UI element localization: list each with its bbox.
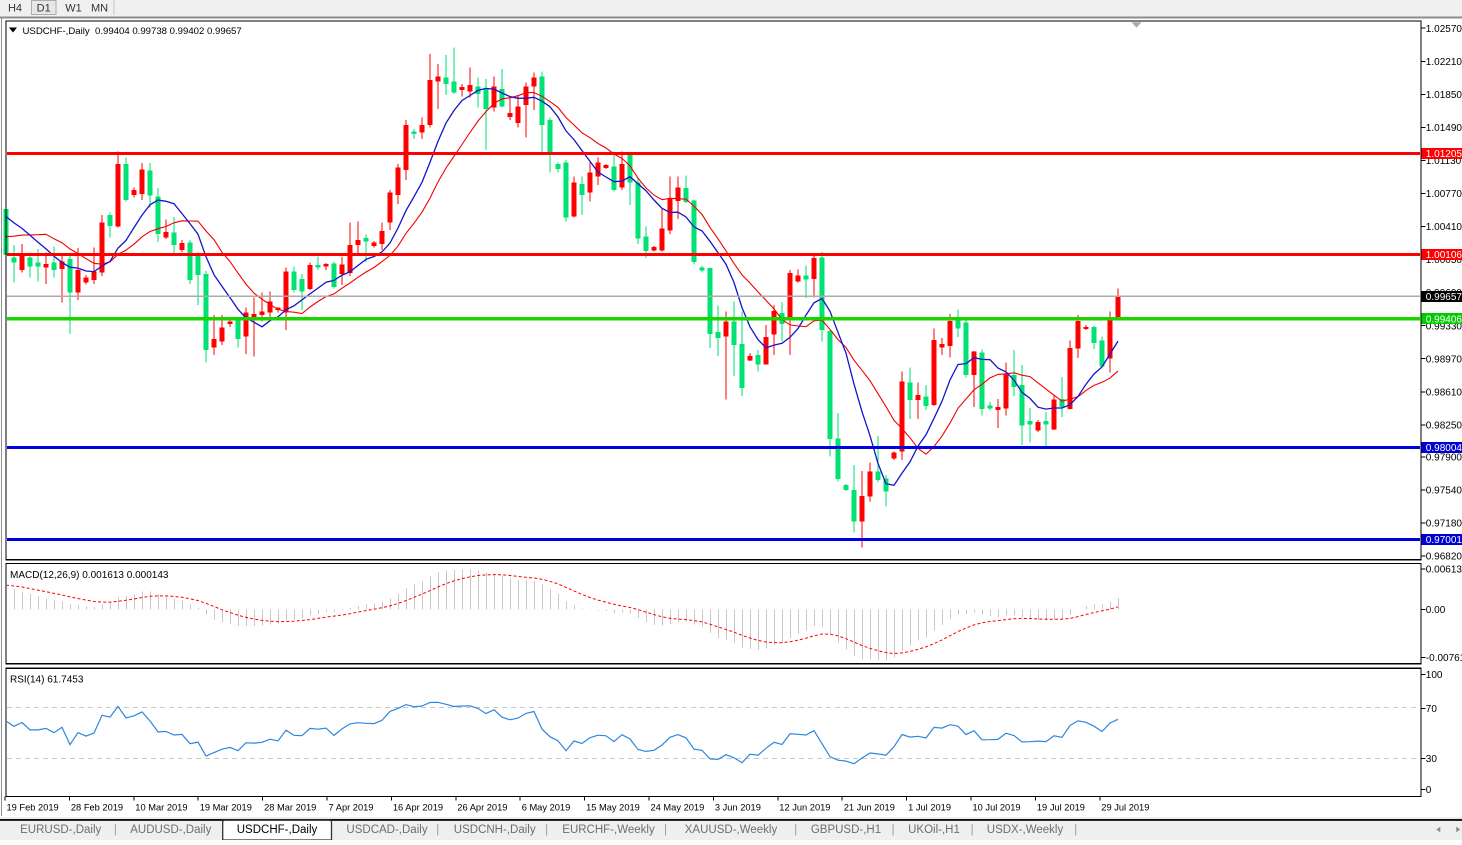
svg-text:29 Jul 2019: 29 Jul 2019 (1101, 803, 1149, 813)
svg-text:|: | (971, 824, 974, 836)
svg-text:USDCHF-,Daily 0.99404 0.99738: USDCHF-,Daily 0.99404 0.99738 0.99402 0.… (23, 26, 242, 37)
svg-text:1 Jul 2019: 1 Jul 2019 (908, 803, 951, 813)
svg-text:26 Apr 2019: 26 Apr 2019 (457, 803, 507, 813)
svg-text:7 Apr 2019: 7 Apr 2019 (329, 803, 374, 813)
svg-text:MN: MN (91, 3, 108, 15)
svg-text:XAUUSD-,Weekly: XAUUSD-,Weekly (685, 824, 778, 836)
svg-text:1.00106: 1.00106 (1426, 250, 1462, 261)
svg-text:3 Jun 2019: 3 Jun 2019 (715, 803, 761, 813)
svg-text:19 Feb 2019: 19 Feb 2019 (7, 803, 59, 813)
svg-text:-0.00761: -0.00761 (1426, 653, 1462, 664)
svg-text:USDX-,Weekly: USDX-,Weekly (987, 824, 1064, 836)
svg-text:0.00: 0.00 (1426, 605, 1446, 616)
svg-text:0.00613: 0.00613 (1426, 565, 1462, 576)
svg-text:GBPUSD-,H1: GBPUSD-,H1 (811, 824, 881, 836)
svg-text:USDCHF-,Daily: USDCHF-,Daily (237, 824, 318, 836)
svg-text:100: 100 (1426, 670, 1443, 681)
svg-text:H4: H4 (8, 3, 22, 15)
svg-text:0: 0 (1426, 785, 1432, 796)
svg-text:12 Jun 2019: 12 Jun 2019 (779, 803, 830, 813)
svg-text:15 May 2019: 15 May 2019 (586, 803, 640, 813)
svg-text:28 Feb 2019: 28 Feb 2019 (71, 803, 123, 813)
svg-text:AUDUSD-,Daily: AUDUSD-,Daily (130, 824, 211, 836)
svg-text:0.99657: 0.99657 (1426, 292, 1462, 303)
svg-text:0.99406: 0.99406 (1426, 314, 1462, 325)
svg-text:|: | (794, 824, 797, 836)
svg-text:|: | (545, 824, 548, 836)
svg-text:EURUSD-,Daily: EURUSD-,Daily (20, 824, 101, 836)
svg-text:D1: D1 (37, 3, 51, 15)
svg-text:1.02570: 1.02570 (1426, 24, 1462, 35)
svg-text:EURCHF-,Weekly: EURCHF-,Weekly (562, 824, 655, 836)
svg-text:24 May 2019: 24 May 2019 (651, 803, 705, 813)
svg-text:|: | (892, 824, 895, 836)
svg-text:16 Apr 2019: 16 Apr 2019 (393, 803, 443, 813)
svg-text:1.00410: 1.00410 (1426, 222, 1462, 233)
svg-text:|: | (436, 824, 439, 836)
svg-text:W1: W1 (65, 3, 82, 15)
svg-text:0.97001: 0.97001 (1426, 535, 1462, 546)
svg-text:MACD(12,26,9) 0.001613 0.00014: MACD(12,26,9) 0.001613 0.000143 (10, 570, 169, 581)
svg-text:UKOil-,H1: UKOil-,H1 (908, 824, 960, 836)
svg-text:USDCAD-,Daily: USDCAD-,Daily (346, 824, 427, 836)
svg-text:0.98610: 0.98610 (1426, 387, 1462, 398)
svg-text:0.96820: 0.96820 (1426, 552, 1462, 563)
svg-text:28 Mar 2019: 28 Mar 2019 (264, 803, 316, 813)
svg-text:1.01490: 1.01490 (1426, 123, 1462, 134)
svg-text:1.01850: 1.01850 (1426, 90, 1462, 101)
svg-text:0.98970: 0.98970 (1426, 354, 1462, 365)
svg-text:10 Jul 2019: 10 Jul 2019 (973, 803, 1021, 813)
svg-text:1.01205: 1.01205 (1426, 149, 1462, 160)
svg-text:|: | (1074, 824, 1077, 836)
svg-text:1.00770: 1.00770 (1426, 189, 1462, 200)
svg-text:|: | (114, 824, 117, 836)
svg-text:6 May 2019: 6 May 2019 (522, 803, 571, 813)
svg-text:0.98004: 0.98004 (1426, 443, 1462, 454)
svg-text:RSI(14) 61.7453: RSI(14) 61.7453 (10, 675, 84, 686)
svg-text:30: 30 (1426, 754, 1438, 765)
svg-text:21 Jun 2019: 21 Jun 2019 (844, 803, 895, 813)
svg-text:70: 70 (1426, 704, 1438, 715)
svg-text:19 Mar 2019: 19 Mar 2019 (200, 803, 252, 813)
svg-text:0.98250: 0.98250 (1426, 420, 1462, 431)
svg-text:10 Mar 2019: 10 Mar 2019 (135, 803, 187, 813)
svg-text:|: | (664, 824, 667, 836)
svg-text:19 Jul 2019: 19 Jul 2019 (1037, 803, 1085, 813)
svg-text:1.02210: 1.02210 (1426, 57, 1462, 68)
svg-text:0.97540: 0.97540 (1426, 486, 1462, 497)
svg-text:USDCNH-,Daily: USDCNH-,Daily (454, 824, 536, 836)
svg-text:0.97180: 0.97180 (1426, 519, 1462, 530)
svg-text:0.97900: 0.97900 (1426, 453, 1462, 464)
